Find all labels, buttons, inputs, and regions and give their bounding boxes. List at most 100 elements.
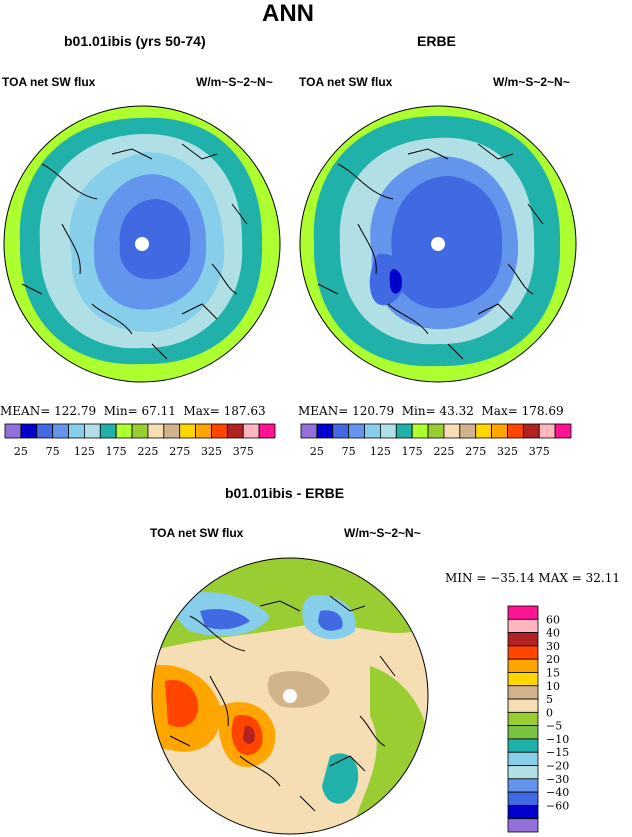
colorbar-swatch [364,423,381,439]
colorbar-swatch [99,423,117,439]
colorbar-swatch [195,423,212,439]
colorbar-swatch [179,423,196,439]
colorbar-tick-label: 10 [546,680,560,693]
colorbar-swatch [316,423,334,439]
colorbar-swatch [538,423,556,439]
colorbar-tick-label: 125 [370,445,391,458]
figure-title: ANN [262,0,314,27]
colorbar-swatch [507,711,539,727]
colorbar-tick-label: −20 [546,760,569,773]
right-mean-label: MEAN= [298,404,349,418]
colorbar-tick-label: 75 [342,445,356,458]
right-variable-label: TOA net SW flux [299,75,393,89]
right-max-label: Max= [481,404,518,418]
colorbar-swatch [507,818,539,833]
diff-stats: MIN = −35.14 MAX = 32.11 [445,571,620,585]
colorbar-swatch [443,423,461,439]
colorbar-swatch [507,698,539,713]
left-subtitle: b01.01ibis (yrs 50-74) [64,33,206,49]
right-subtitle: ERBE [417,33,456,49]
colorbar-tick-label: 60 [546,613,560,626]
left-colorbar: 25 75 125 175 225 275 325 375 [4,423,276,458]
colorbar-swatch [427,423,445,439]
colorbar-swatch [52,423,69,439]
colorbar-swatch [507,618,539,633]
colorbar-tick-label: −10 [546,733,569,746]
left-mean-value: 122.79 [54,404,97,418]
colorbar-tick-label: −40 [546,786,569,799]
colorbar-tick-label: 175 [106,445,127,458]
right-mean-value: 120.79 [352,404,395,418]
colorbar-swatch [211,423,228,439]
colorbar-swatch [20,423,38,439]
colorbar-swatch [131,423,149,439]
colorbar-tick-label: 25 [310,445,324,458]
right-max-value: 178.69 [521,404,564,418]
colorbar-swatch [459,423,477,439]
colorbar-swatch [507,778,539,793]
colorbar-swatch [258,423,276,439]
colorbar-tick-label: 275 [169,445,190,458]
colorbar-tick-label: 325 [201,445,222,458]
left-variable-label: TOA net SW flux [2,75,96,89]
colorbar-swatch [507,765,539,780]
left-max-label: Max= [183,404,220,418]
colorbar-tick-label: 225 [137,445,158,458]
colorbar-swatch [300,423,318,439]
colorbar-tick-label: 40 [546,627,560,640]
colorbar-swatch [115,423,133,439]
right-polar-map [299,105,577,383]
colorbar-swatch [507,725,539,740]
left-units-label: W/m~S~2~N~ [196,75,273,89]
colorbar-swatch [68,423,85,439]
diff-polar-map [151,557,429,835]
colorbar-swatch [242,423,260,439]
right-colorbar: 25 75 125 175 225 275 325 375 [300,423,572,458]
right-min-value: 43.32 [439,404,474,418]
left-polar-map [3,105,281,383]
colorbar-tick-label: 30 [546,640,560,653]
colorbar-tick-label: 0 [546,706,553,719]
colorbar-tick-label: 225 [433,445,454,458]
colorbar-tick-label: 25 [14,445,28,458]
colorbar-swatch [507,791,539,806]
colorbar-swatch [491,423,508,439]
diff-variable-label: TOA net SW flux [150,526,244,540]
colorbar-tick-label: 375 [233,445,254,458]
colorbar-swatch [163,423,181,439]
colorbar-swatch [348,423,365,439]
colorbar-tick-label: −30 [546,773,569,786]
colorbar-swatch [4,423,22,439]
colorbar-tick-label: −15 [546,746,569,759]
colorbar-swatch [507,738,539,753]
colorbar-swatch [507,645,539,660]
diff-subtitle: b01.01ibis - ERBE [225,485,345,501]
diff-units-label: W/m~S~2~N~ [344,526,421,540]
colorbar-swatch [507,805,539,820]
colorbar-tick-label: 15 [546,666,560,679]
colorbar-swatch [36,423,54,439]
left-mean-label: MEAN= [0,404,51,418]
colorbar-swatch [507,658,539,673]
right-min-label: Min= [401,404,436,418]
colorbar-swatch [395,423,413,439]
right-stats: MEAN= 120.79 Min= 43.32 Max= 178.69 [298,404,564,418]
colorbar-tick-label: 125 [74,445,95,458]
colorbar-swatch [507,751,539,766]
colorbar-swatch [475,423,492,439]
colorbar-tick-label: 20 [546,653,560,666]
colorbar-swatch [507,672,539,687]
colorbar-swatch [84,423,101,439]
colorbar-swatch [411,423,429,439]
colorbar-tick-label: −5 [546,720,562,733]
colorbar-tick-label: −60 [546,799,569,812]
colorbar-tick-label: 75 [46,445,60,458]
left-stats: MEAN= 122.79 Min= 67.11 Max= 187.63 [0,404,266,418]
left-min-label: Min= [103,404,138,418]
left-max-value: 187.63 [223,404,266,418]
colorbar-swatch [147,423,165,439]
colorbar-tick-label: 275 [465,445,486,458]
colorbar-swatch [507,632,539,647]
colorbar-tick-label: 325 [497,445,518,458]
colorbar-swatch [507,423,524,439]
